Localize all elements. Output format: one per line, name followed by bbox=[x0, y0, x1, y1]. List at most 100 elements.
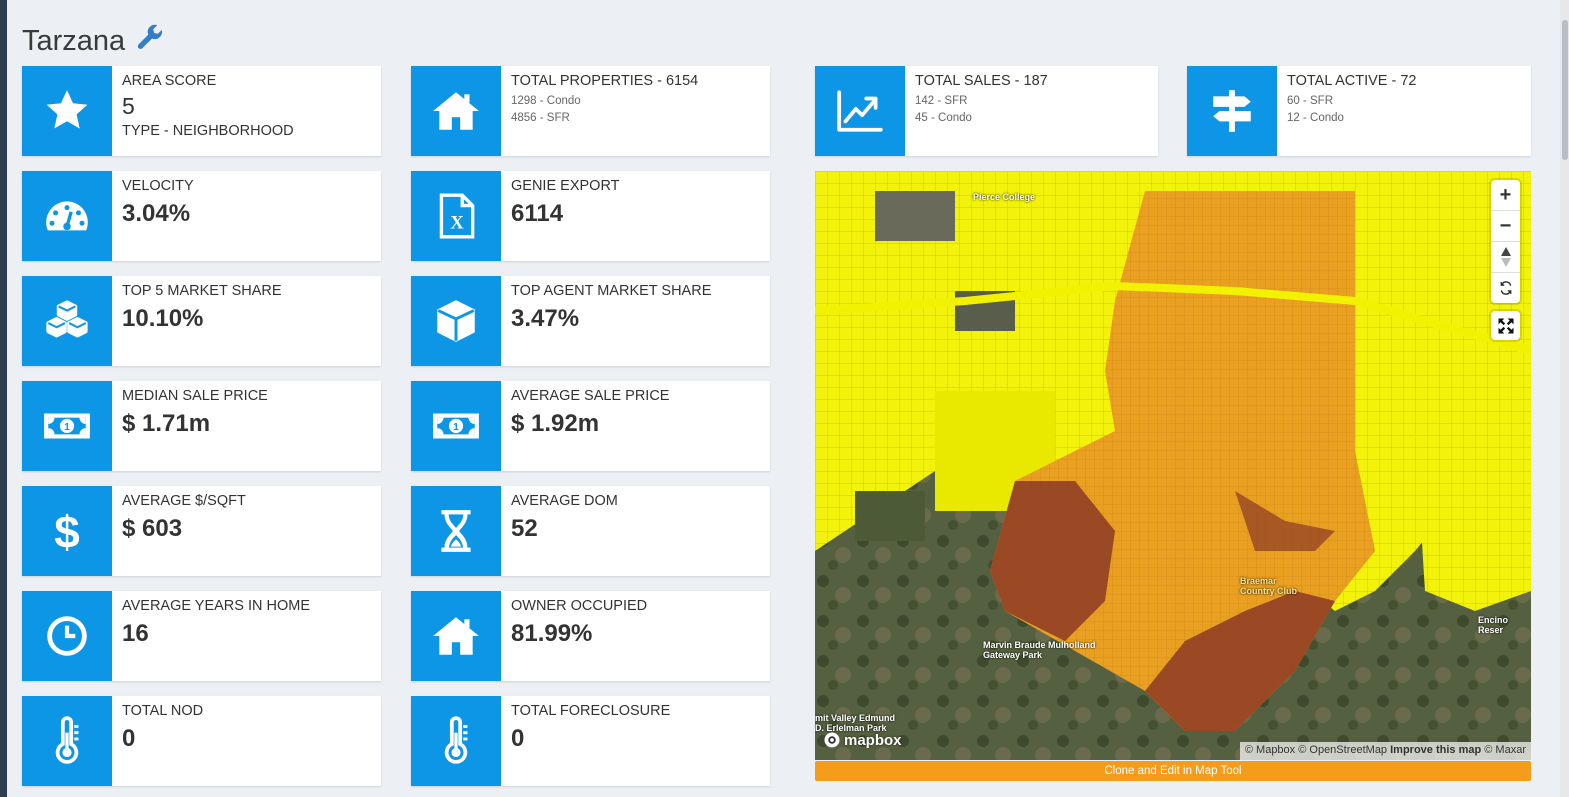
svg-text:1: 1 bbox=[453, 422, 459, 433]
compass-icon[interactable] bbox=[1491, 242, 1520, 273]
fullscreen-button[interactable] bbox=[1491, 311, 1520, 340]
genie-export-card[interactable]: X GENIE EXPORT 6114 bbox=[411, 171, 770, 261]
card-value: 6114 bbox=[511, 200, 564, 227]
card-label: TOTAL ACTIVE - 72 bbox=[1287, 73, 1417, 89]
total-active-card: TOTAL ACTIVE - 72 60 - SFR 12 - Condo bbox=[1187, 66, 1531, 156]
card-value: $ 1.71m bbox=[122, 410, 211, 437]
average-dom-card: AVERAGE DOM 52 bbox=[411, 486, 770, 576]
top5-market-share-card: TOP 5 MARKET SHARE 10.10% bbox=[22, 276, 381, 366]
map-attribution: © Mapbox © OpenStreetMap Improve this ma… bbox=[1239, 742, 1531, 760]
card-value: 10.10% bbox=[122, 305, 204, 332]
area-map[interactable]: Pierce College Braemar Country Club Marv… bbox=[815, 171, 1531, 760]
card-value: $ 603 bbox=[122, 515, 183, 542]
page-title-text: Tarzana bbox=[22, 24, 126, 57]
card-label: TOP 5 MARKET SHARE bbox=[122, 283, 282, 299]
dollar-sign-icon: $ bbox=[22, 486, 112, 576]
card-label: AREA SCORE bbox=[122, 73, 217, 89]
home-icon bbox=[411, 591, 501, 681]
average-sqft-card: $ AVERAGE $/SQFT $ 603 bbox=[22, 486, 381, 576]
hourglass-icon bbox=[411, 486, 501, 576]
map-label-park: mit Valley Edmund D. Erlelman Park bbox=[815, 713, 896, 733]
breakdown-condo: 45 - Condo bbox=[915, 112, 972, 124]
top-agent-market-share-card: TOP AGENT MARKET SHARE 3.47% bbox=[411, 276, 770, 366]
median-sale-price-card: 1 MEDIAN SALE PRICE $ 1.71m bbox=[22, 381, 381, 471]
map-label-braemar: Braemar Country Club bbox=[1240, 576, 1297, 596]
scrollbar[interactable] bbox=[1560, 0, 1569, 797]
breakdown-condo: 12 - Condo bbox=[1287, 112, 1344, 124]
clone-edit-map-tool-button[interactable]: Clone and Edit in Map Tool bbox=[815, 761, 1531, 781]
refresh-icon[interactable] bbox=[1491, 273, 1520, 303]
total-foreclosure-card: TOTAL FORECLOSURE 0 bbox=[411, 696, 770, 786]
card-breakdown: 142 - SFR 45 - Condo bbox=[915, 93, 1152, 127]
card-value: 0 bbox=[511, 725, 525, 752]
attribution-maxar[interactable]: © Maxar bbox=[1484, 744, 1526, 756]
card-label: AVERAGE DOM bbox=[511, 493, 618, 509]
map-zoom-controls[interactable]: + − bbox=[1491, 180, 1520, 303]
improve-map-link[interactable]: Improve this map bbox=[1390, 744, 1482, 756]
velocity-card: VELOCITY 3.04% bbox=[22, 171, 381, 261]
breakdown-sfr: 4856 - SFR bbox=[511, 112, 570, 124]
card-label: AVERAGE SALE PRICE bbox=[511, 388, 670, 404]
card-label: TOTAL SALES - 187 bbox=[915, 73, 1048, 89]
card-label: TOTAL NOD bbox=[122, 703, 204, 719]
card-label: TOTAL FORECLOSURE bbox=[511, 703, 671, 719]
svg-text:X: X bbox=[450, 213, 464, 234]
wrench-icon[interactable] bbox=[135, 22, 165, 60]
attribution-osm[interactable]: © OpenStreetMap bbox=[1298, 744, 1388, 756]
excel-file-icon[interactable]: X bbox=[411, 171, 501, 261]
map-label-encino: Encino Reser bbox=[1478, 615, 1509, 635]
breakdown-sfr: 60 - SFR bbox=[1287, 95, 1334, 107]
area-score-card: AREA SCORE 5 TYPE - NEIGHBORHOOD bbox=[22, 66, 381, 156]
card-value: 3.47% bbox=[511, 305, 580, 332]
mapbox-logo-text: mapbox bbox=[844, 731, 902, 749]
card-value: 81.99% bbox=[511, 620, 593, 647]
money-bill-icon: 1 bbox=[411, 381, 501, 471]
signpost-icon bbox=[1187, 66, 1277, 156]
expand-icon bbox=[1498, 318, 1513, 333]
star-icon bbox=[22, 66, 112, 156]
card-breakdown: 1298 - Condo 4856 - SFR bbox=[511, 93, 764, 127]
card-value: 0 bbox=[122, 725, 136, 752]
card-breakdown: 60 - SFR 12 - Condo bbox=[1287, 93, 1525, 127]
home-icon bbox=[411, 66, 501, 156]
card-extra: TYPE - NEIGHBORHOOD bbox=[122, 123, 294, 139]
speedometer-icon bbox=[22, 171, 112, 261]
card-label: VELOCITY bbox=[122, 178, 194, 194]
card-label: GENIE EXPORT bbox=[511, 178, 620, 194]
scrollbar-thumb[interactable] bbox=[1562, 20, 1568, 160]
zoom-out-button[interactable]: − bbox=[1491, 211, 1520, 242]
map-imagery[interactable] bbox=[815, 171, 1531, 760]
card-label: OWNER OCCUPIED bbox=[511, 598, 648, 614]
line-chart-icon bbox=[815, 66, 905, 156]
card-value: $ 1.92m bbox=[511, 410, 600, 437]
card-value: 16 bbox=[122, 620, 149, 647]
card-value: 52 bbox=[511, 515, 538, 542]
cubes-icon bbox=[22, 276, 112, 366]
average-years-in-home-card: AVERAGE YEARS IN HOME 16 bbox=[22, 591, 381, 681]
card-label: AVERAGE $/SQFT bbox=[122, 493, 246, 509]
thermometer-icon bbox=[22, 696, 112, 786]
svg-text:$: $ bbox=[54, 507, 80, 556]
svg-text:1: 1 bbox=[64, 422, 70, 433]
card-label: TOTAL PROPERTIES - 6154 bbox=[511, 73, 699, 89]
map-label-pierce-college: Pierce College bbox=[973, 192, 1036, 202]
left-edge-bar bbox=[0, 0, 7, 797]
page-title: Tarzana bbox=[22, 22, 165, 60]
owner-occupied-card: OWNER OCCUPIED 81.99% bbox=[411, 591, 770, 681]
total-properties-card: TOTAL PROPERTIES - 6154 1298 - Condo 485… bbox=[411, 66, 770, 156]
breakdown-sfr: 142 - SFR bbox=[915, 95, 968, 107]
mapbox-logo[interactable]: mapbox bbox=[823, 731, 902, 749]
breakdown-condo: 1298 - Condo bbox=[511, 95, 581, 107]
card-label: MEDIAN SALE PRICE bbox=[122, 388, 268, 404]
attribution-mapbox[interactable]: © Mapbox bbox=[1244, 744, 1296, 756]
card-value: 3.04% bbox=[122, 200, 191, 227]
card-value: 5 bbox=[122, 93, 135, 119]
card-label: AVERAGE YEARS IN HOME bbox=[122, 598, 311, 614]
clock-icon bbox=[22, 591, 112, 681]
zoom-in-button[interactable]: + bbox=[1491, 180, 1520, 211]
thermometer-icon bbox=[411, 696, 501, 786]
money-bill-icon: 1 bbox=[22, 381, 112, 471]
average-sale-price-card: 1 AVERAGE SALE PRICE $ 1.92m bbox=[411, 381, 770, 471]
card-label: TOP AGENT MARKET SHARE bbox=[511, 283, 712, 299]
map-label-mulholland: Marvin Braude Mulholland Gateway Park bbox=[983, 640, 1096, 660]
